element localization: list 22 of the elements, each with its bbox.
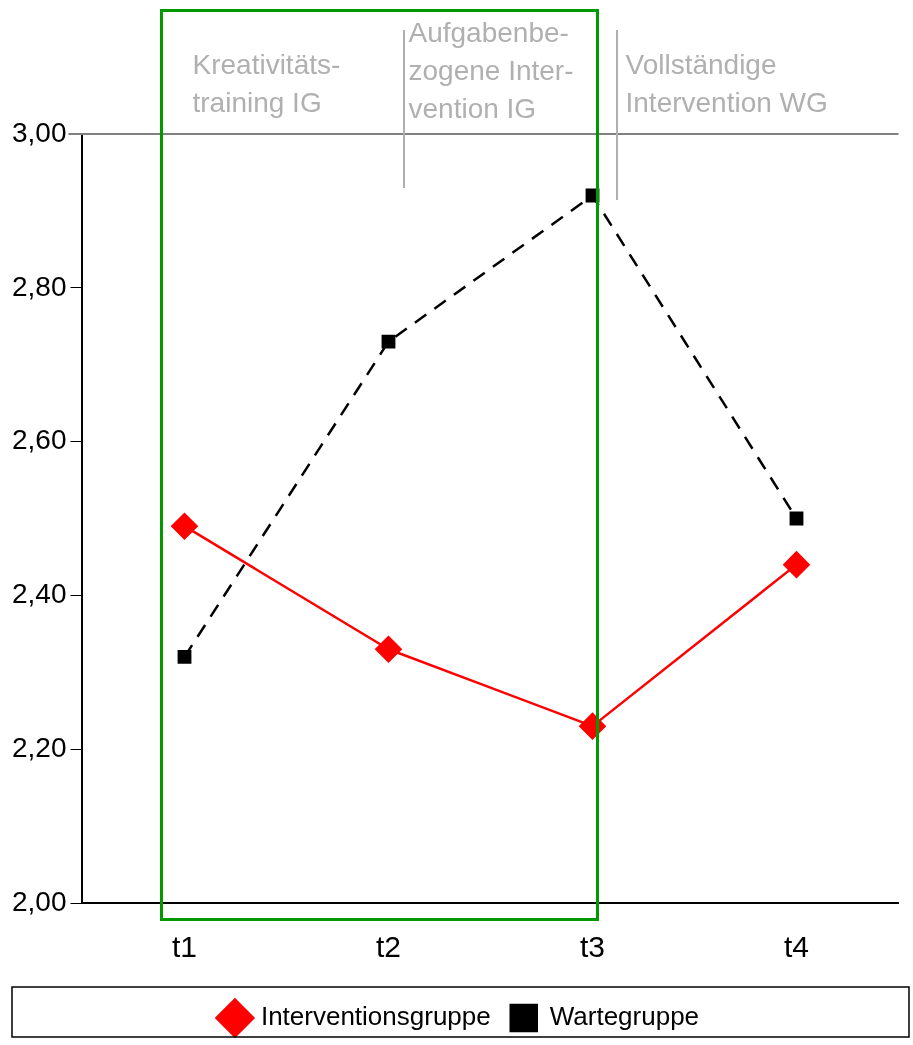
legend-label: Interventionsgruppe — [260, 1001, 491, 1032]
point — [579, 712, 606, 740]
point — [177, 650, 192, 664]
text: Vollständige Intervention WG — [625, 48, 828, 118]
y-tick-label: 2,80 — [12, 270, 67, 302]
y-tick-label: 2,20 — [12, 731, 67, 763]
point — [171, 512, 198, 540]
y-tick-label: 2,40 — [12, 578, 67, 610]
x-tick-label: t4 — [783, 930, 810, 964]
point — [381, 334, 396, 349]
y-tick-label: 2,60 — [12, 424, 67, 456]
point — [789, 511, 804, 526]
x-tick-label: t2 — [375, 930, 402, 964]
y-tick-label: 3,00 — [12, 116, 67, 148]
x-tick-label: t3 — [579, 930, 606, 964]
text: Kreativitäts- training IG — [192, 48, 341, 118]
point — [783, 551, 810, 578]
x-tick-label: t1 — [171, 930, 198, 964]
legend-label: Wartegruppe — [549, 1001, 700, 1032]
point — [375, 635, 402, 663]
text: Aufgabenbe- zogene Inter- vention IG — [408, 16, 574, 124]
y-tick-label: 2,00 — [12, 885, 67, 917]
